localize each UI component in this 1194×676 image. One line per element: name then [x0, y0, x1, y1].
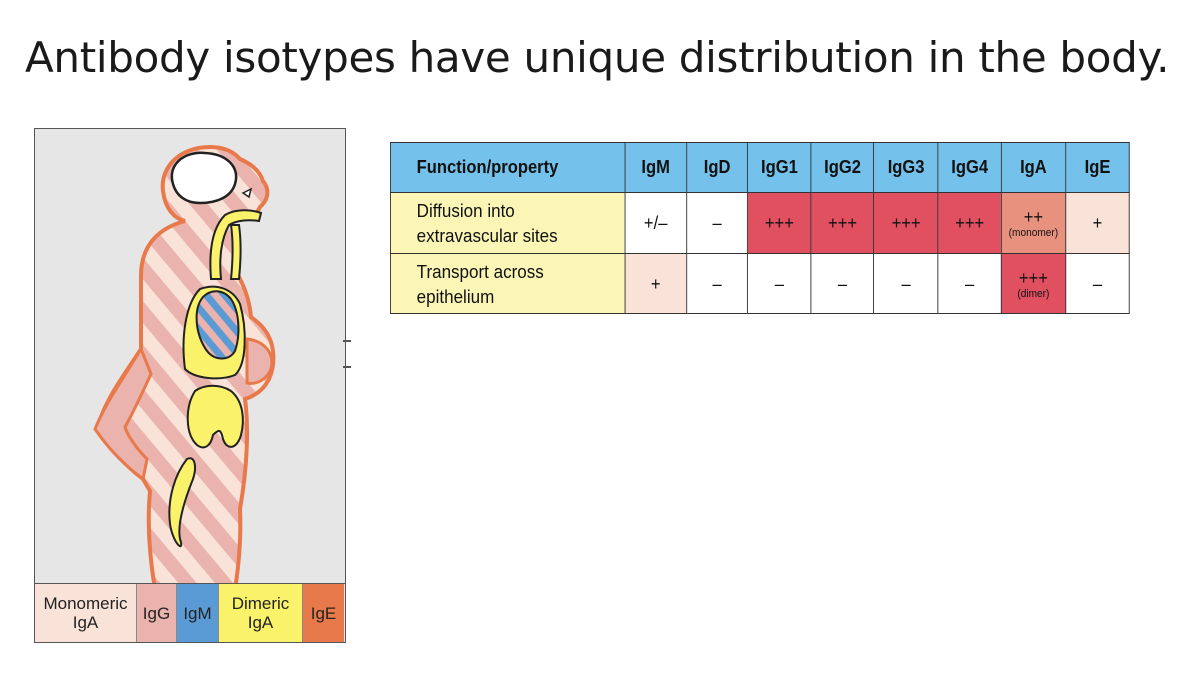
arm: [93, 345, 153, 482]
intestine: [168, 457, 196, 548]
row-label-line: Transport across epithelium: [416, 260, 544, 307]
header-ige: IgE: [1065, 142, 1130, 193]
row-label-line: Diffusion into: [416, 200, 515, 221]
slide-title: Antibody isotypes have unique distributi…: [25, 33, 1170, 82]
table-cell: –: [937, 253, 1002, 314]
frame-notch: [343, 340, 351, 342]
airway: [229, 224, 242, 280]
table-cell: +++: [937, 192, 1002, 254]
table-cell: –: [686, 253, 749, 314]
stomach: [186, 384, 244, 449]
table-cell: +++: [873, 192, 939, 254]
heart: [195, 290, 240, 360]
table-cell: +++: [747, 192, 812, 254]
table-cell: –: [873, 253, 939, 314]
body-distribution-figure: Monomeric IgA IgG IgM Dimeric IgA IgE: [34, 128, 346, 643]
header-igg4: IgG4: [937, 142, 1002, 193]
table-cell: +++ (dimer): [1000, 253, 1067, 314]
header-function-property: Function/property: [390, 142, 626, 193]
table-cell: +: [624, 253, 688, 314]
frame-notch: [343, 366, 351, 368]
legend-igg: IgG: [137, 584, 177, 642]
header-igg3: IgG3: [873, 142, 939, 193]
breast: [245, 337, 274, 385]
figure-legend: Monomeric IgA IgG IgM Dimeric IgA IgE: [35, 583, 345, 642]
header-igm: IgM: [624, 142, 688, 193]
oral-tract: [209, 209, 263, 280]
table-cell: +/–: [624, 192, 688, 254]
header-igg1: IgG1: [747, 142, 812, 193]
eye: [241, 187, 253, 199]
legend-monomeric-iga: Monomeric IgA: [35, 584, 137, 642]
row-label: Transport across epithelium: [390, 253, 626, 314]
table-cell: –: [810, 253, 875, 314]
header-iga: IgA: [1000, 142, 1067, 193]
table-cell: –: [1065, 253, 1130, 314]
table-cell: –: [747, 253, 812, 314]
isotype-property-table: Function/property IgM IgD IgG1 IgG2 IgG3…: [390, 142, 1130, 314]
legend-dimeric-iga: Dimeric IgA: [219, 584, 303, 642]
table-cell: ++ (monomer): [1000, 192, 1067, 254]
cell-note: (monomer): [1008, 227, 1059, 239]
table-header-row: Function/property IgM IgD IgG1 IgG2 IgG3…: [390, 142, 1130, 193]
table-cell: +++: [810, 192, 875, 254]
brain: [170, 151, 238, 205]
table-row: Transport across epithelium + – – – – – …: [390, 253, 1130, 314]
header-igd: IgD: [686, 142, 749, 193]
header-igg2: IgG2: [810, 142, 875, 193]
table-cell: +: [1065, 192, 1130, 254]
table-cell: –: [686, 192, 749, 254]
row-label: Diffusion into extravascular sites: [390, 192, 626, 254]
table-row: Diffusion into extravascular sites +/– –…: [390, 192, 1130, 254]
cell-note: (dimer): [1017, 287, 1050, 300]
human-body-diagram: [93, 144, 276, 589]
legend-igm: IgM: [177, 584, 219, 642]
legend-ige: IgE: [303, 584, 344, 642]
row-label-line: extravascular sites: [416, 225, 558, 246]
